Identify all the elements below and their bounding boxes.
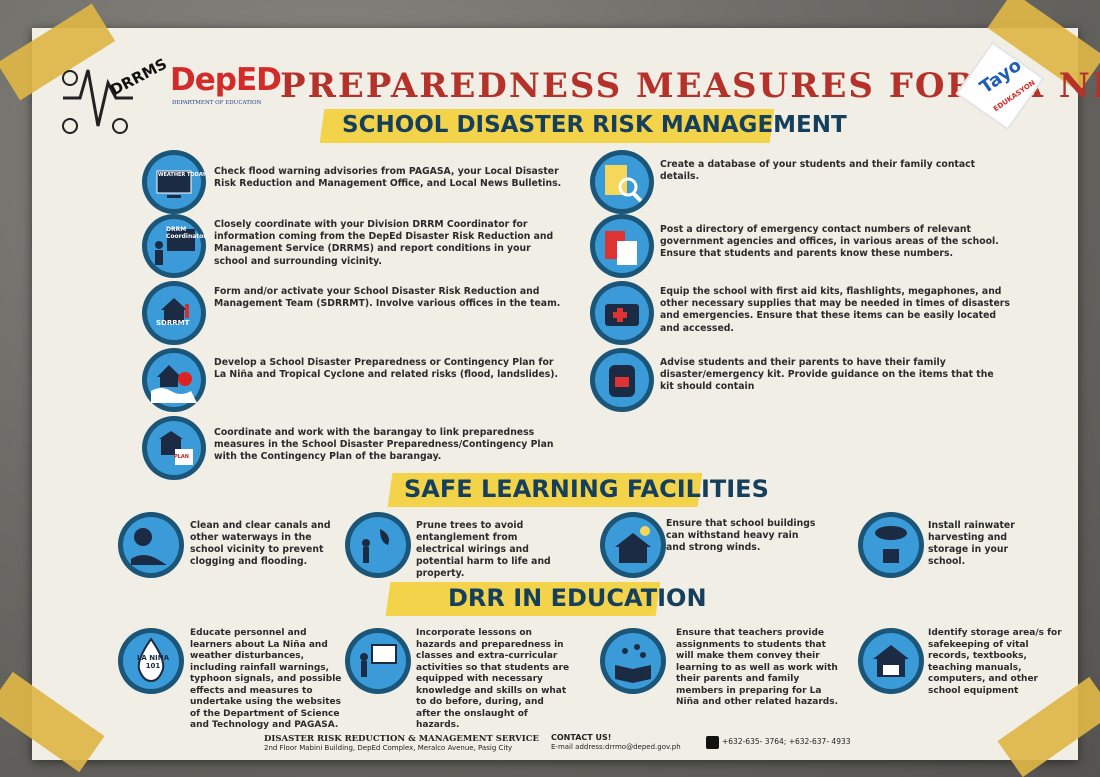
drrms-logo: DRRMS [58,48,178,138]
school-drm-item-7: Post a directory of emergency contact nu… [660,224,999,260]
team-icon [142,281,206,345]
canal-cleaning-icon [118,512,184,578]
storage-icon [858,628,924,694]
section-heading-drr-education: DRR IN EDUCATION [448,584,707,612]
rainwater-harvest-icon [858,512,924,578]
barangay-plan-caption: PLAN [174,454,189,460]
drr-education-item-1: Educate personnel and learners about La … [190,628,342,730]
emergency-kit-icon [590,348,654,412]
weather-tv-icon [142,150,206,214]
school-drm-item-9: Advise students and their parents to hav… [660,357,994,393]
tree-pruning-icon [345,512,411,578]
phone-directory-icon [590,214,654,278]
section-heading-school-drm: SCHOOL DISASTER RISK MANAGEMENT [342,112,847,138]
drr-education-item-4: Identify storage area/s for safekeeping … [928,628,1062,696]
deped-logo-subtitle: DEPARTMENT OF EDUCATION [172,100,262,106]
coordinator-caption: DRRM Coordinator [166,226,207,240]
footer-email[interactable]: E-mail address:drrmo@deped.gov.ph [551,743,681,751]
footer-org-name: DISASTER RISK REDUCTION & MANAGEMENT SER… [264,734,539,744]
safe-facilities-item-4: Install rainwater harvesting and storage… [928,520,1015,567]
deped-logo-text: DepED [170,62,282,98]
school-drm-item-2: Closely coordinate with your Division DR… [214,219,554,267]
footer-contact-label: CONTACT US! [551,733,612,742]
first-aid-icon [590,281,654,345]
drr-education-item-3: Ensure that teachers provide assignments… [676,628,838,707]
safe-facilities-item-3: Ensure that school buildings can withsta… [666,518,816,553]
safe-facilities-item-2: Prune trees to avoid entanglement from e… [416,520,551,579]
barangay-plan-icon [142,416,206,480]
drr-education-item-2: Incorporate lessons on hazards and prepa… [416,628,570,730]
school-building-icon [600,512,666,578]
school-drm-item-6: Create a database of your students and t… [660,159,976,183]
section-heading-safe-facilities: SAFE LEARNING FACILITIES [404,475,769,503]
school-drm-item-4: Develop a School Disaster Preparedness o… [214,357,559,381]
page-title: PREPAREDNESS MEASURES FOR LA NIÑA [280,66,1100,106]
la-nina-101-caption: LA NIÑA 101 [136,654,170,670]
team-caption: SDRRMT [156,319,190,327]
lesson-board-icon [345,628,411,694]
school-drm-item-8: Equip the school with first aid kits, fl… [660,286,1010,334]
safe-facilities-item-1: Clean and clear canals and other waterwa… [190,520,331,567]
footer-address: 2nd Floor Mabini Building, DepEd Complex… [264,744,513,752]
book-rain-icon [600,628,666,694]
school-drm-item-3: Form and/or activate your School Disaste… [214,286,561,310]
school-drm-item-5: Coordinate and work with the barangay to… [214,427,554,463]
phone-icon [706,736,719,749]
tayo-edukasyon-logo: Tayo EDUKASYON [955,41,1045,131]
database-icon [590,150,654,214]
la-nina-101-icon [118,628,184,694]
deped-logo: DepED DEPARTMENT OF EDUCATION [170,62,282,112]
school-drm-item-1: Check flood warning advisories from PAGA… [214,166,562,190]
weather-tv-caption: WEATHER TODAY [158,172,206,178]
footer-phone[interactable]: +632-635- 3764; +632-637- 4933 [722,737,851,746]
flood-house-icon [142,348,206,412]
coordinator-icon [142,214,206,278]
